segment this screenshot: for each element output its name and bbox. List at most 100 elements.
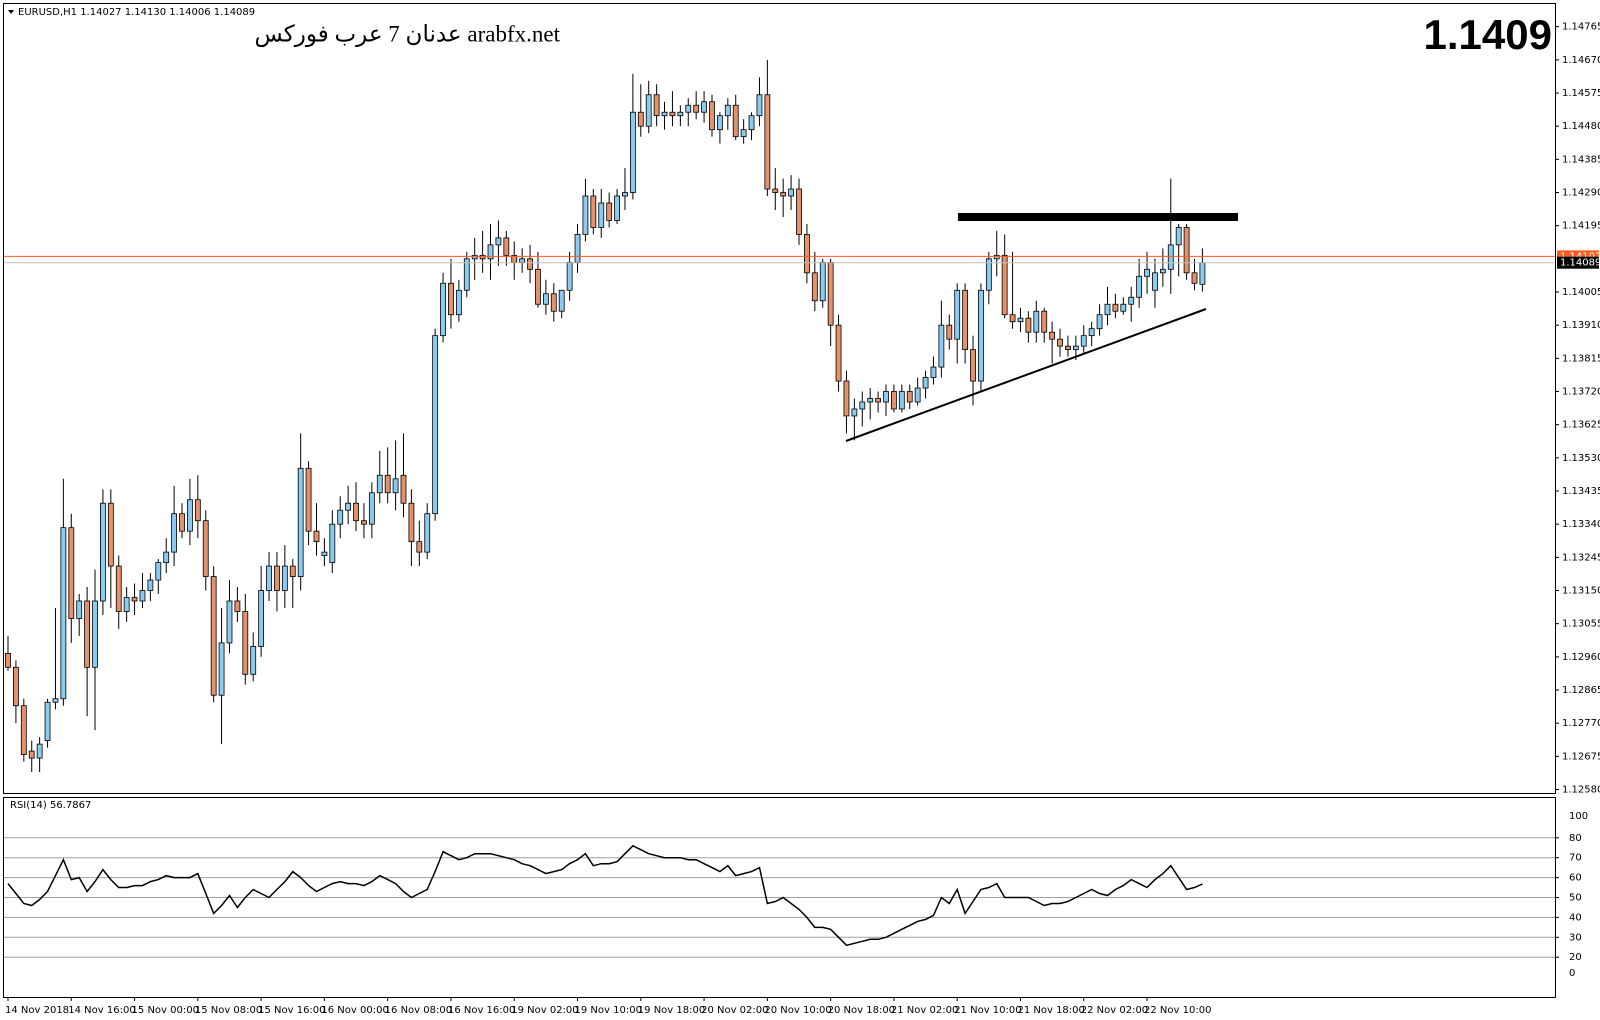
x-tick-label: 15 Nov 16:00 bbox=[258, 1005, 325, 1016]
y-tick-label: 1.12580 bbox=[1562, 785, 1600, 796]
candle-body bbox=[281, 565, 288, 591]
candle-body bbox=[242, 611, 249, 675]
candle-body bbox=[1072, 345, 1079, 351]
y-tick-label: 1.13435 bbox=[1562, 486, 1600, 497]
x-tick-label: 19 Nov 02:00 bbox=[511, 1005, 578, 1016]
candle-body bbox=[68, 527, 75, 619]
x-tick-label: 14 Nov 16:00 bbox=[68, 1005, 135, 1016]
candle-body bbox=[274, 565, 280, 591]
candle-body bbox=[1017, 317, 1024, 323]
y-tick-label: 1.12770 bbox=[1562, 718, 1600, 729]
candle-body bbox=[867, 398, 874, 403]
candle-body bbox=[1096, 314, 1103, 330]
candle-body bbox=[914, 387, 921, 403]
candle-body bbox=[392, 478, 399, 494]
candle-body bbox=[1167, 244, 1174, 270]
candle-body bbox=[321, 551, 328, 557]
candle-body bbox=[210, 576, 217, 696]
candle-body bbox=[724, 104, 731, 117]
candle-body bbox=[92, 600, 98, 668]
drawn-objects bbox=[845, 213, 1238, 442]
y-tick-label: 50 bbox=[1569, 893, 1582, 904]
candle-body bbox=[590, 195, 597, 228]
x-tick-label: 16 Nov 08:00 bbox=[385, 1005, 452, 1016]
candle-body bbox=[13, 666, 19, 707]
y-tick-label: 1.14290 bbox=[1562, 188, 1600, 199]
candle-body bbox=[1175, 227, 1182, 246]
y-tick-label: 1.14005 bbox=[1562, 287, 1600, 298]
x-tick-label: 21 Nov 18:00 bbox=[1017, 1005, 1084, 1016]
trend-line[interactable] bbox=[845, 308, 1207, 442]
candle-body bbox=[353, 502, 359, 522]
candle-body bbox=[131, 597, 138, 602]
x-tick-label: 19 Nov 10:00 bbox=[575, 1005, 642, 1016]
candle-body bbox=[266, 565, 272, 591]
candle-body bbox=[906, 391, 913, 403]
candle-body bbox=[1080, 335, 1087, 347]
candle-body bbox=[1088, 328, 1095, 337]
candle-body bbox=[606, 202, 613, 221]
candle-body bbox=[218, 642, 225, 696]
candle-body bbox=[408, 502, 415, 543]
y-tick-label: 1.14765 bbox=[1562, 22, 1600, 33]
candle-body bbox=[471, 254, 478, 260]
candle-body bbox=[1112, 303, 1119, 312]
candle-body bbox=[535, 268, 541, 305]
candle-body bbox=[384, 474, 391, 494]
candle-body bbox=[1025, 317, 1032, 333]
candle-body bbox=[693, 104, 700, 113]
candle-body bbox=[60, 527, 67, 700]
candle-body bbox=[416, 541, 423, 553]
candle-body bbox=[234, 600, 241, 612]
candle-body bbox=[1152, 272, 1158, 291]
candle-body bbox=[503, 237, 510, 256]
candle-body bbox=[139, 590, 146, 602]
candle-body bbox=[519, 258, 526, 263]
candle-body bbox=[677, 111, 684, 117]
y-tick-label: 1.13530 bbox=[1562, 453, 1600, 464]
resistance-line[interactable] bbox=[958, 213, 1238, 221]
x-tick-label: 16 Nov 16:00 bbox=[448, 1005, 515, 1016]
candle-body bbox=[1183, 227, 1190, 274]
y-tick-label: 1.13625 bbox=[1562, 420, 1600, 431]
candle-body bbox=[448, 282, 454, 316]
candle-body bbox=[1159, 268, 1166, 274]
x-tick-label: 19 Nov 18:00 bbox=[638, 1005, 705, 1016]
ask-tag bbox=[1557, 250, 1599, 263]
candle-body bbox=[5, 652, 11, 668]
candle-body bbox=[1065, 345, 1071, 351]
candle-body bbox=[542, 293, 549, 305]
candle-body bbox=[361, 520, 367, 525]
candle-body bbox=[764, 94, 771, 190]
candle-body bbox=[20, 705, 27, 755]
y-tick-label: 1.13150 bbox=[1562, 586, 1600, 597]
x-tick-label: 22 Nov 10:00 bbox=[1144, 1005, 1211, 1016]
y-tick-label: 1.14575 bbox=[1562, 88, 1600, 99]
candle-body bbox=[930, 366, 937, 378]
candle-body bbox=[780, 192, 787, 197]
candle-body bbox=[250, 645, 257, 675]
candle-body bbox=[1104, 303, 1111, 316]
candle-body bbox=[440, 282, 446, 337]
y-tick-label: 0 bbox=[1569, 968, 1575, 979]
candle-body bbox=[1049, 331, 1056, 340]
candle-body bbox=[376, 474, 383, 494]
candle-body bbox=[115, 565, 122, 612]
rsi-title: RSI(14) 56.7867 bbox=[10, 800, 91, 811]
candle-body bbox=[788, 188, 794, 197]
candle-body bbox=[226, 600, 233, 644]
candle-body bbox=[1191, 272, 1198, 284]
y-tick-label: 1.14195 bbox=[1562, 221, 1600, 232]
candle-body bbox=[883, 391, 889, 403]
x-tick-label: 21 Nov 02:00 bbox=[891, 1005, 958, 1016]
candle-body bbox=[740, 129, 747, 138]
candle-body bbox=[661, 111, 668, 117]
candle-body bbox=[717, 115, 723, 131]
menu-arrow[interactable] bbox=[8, 10, 14, 14]
candle-body bbox=[946, 324, 953, 340]
candle-body bbox=[756, 94, 763, 117]
candle-body bbox=[107, 502, 114, 567]
candle-body bbox=[898, 391, 905, 410]
candle-body bbox=[582, 195, 589, 235]
